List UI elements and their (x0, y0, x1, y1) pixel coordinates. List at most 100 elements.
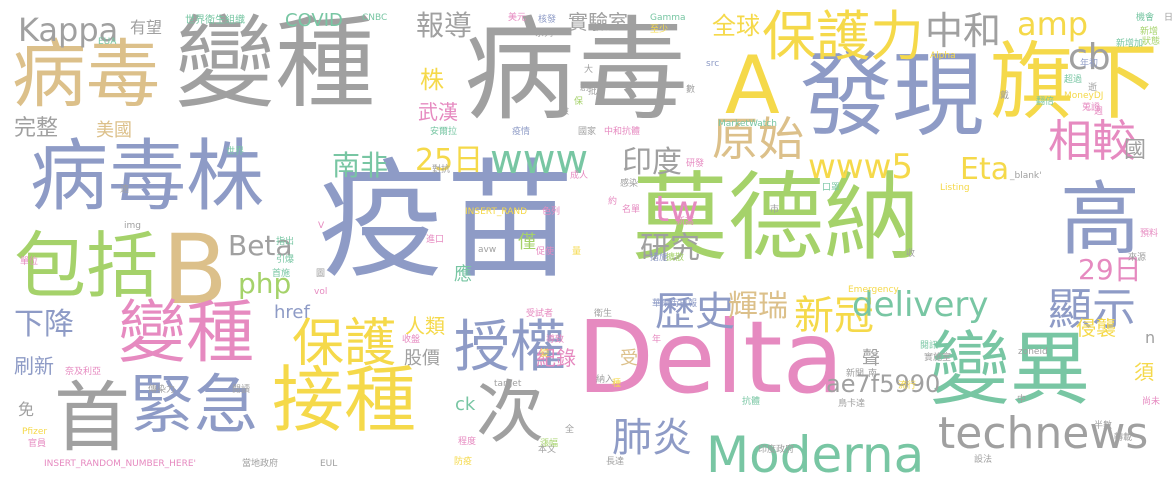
word: 疫苗 (318, 147, 575, 296)
word: A (725, 39, 780, 132)
word: 數 (686, 85, 696, 95)
word: 新冠 (794, 293, 874, 339)
word: 色列 (542, 207, 561, 217)
word: 授權 (454, 315, 566, 380)
word: 名單 (622, 205, 641, 215)
word: 閱訊 (920, 341, 939, 351)
word: 實施室 (924, 353, 952, 363)
word: 成人 (570, 171, 589, 181)
word: 單位 (20, 257, 39, 267)
word: 輝瑞 (728, 289, 788, 324)
word: MoneyDJ (1064, 91, 1104, 101)
word: 高 (1060, 173, 1140, 266)
word: 股價 (404, 348, 440, 369)
word: 印度 (622, 145, 682, 180)
word: 來源 (1128, 253, 1147, 263)
word: 病毒 (12, 32, 160, 118)
word: 年初 (1080, 59, 1099, 69)
word: 收盤 (402, 335, 421, 345)
word: 大 (584, 65, 594, 75)
word: 歷史 (655, 289, 735, 335)
word: 南 (868, 369, 878, 379)
word: 新增 (1140, 27, 1159, 37)
word: 狀態 (1142, 37, 1161, 47)
word: 實驗室 (568, 10, 628, 34)
word: 國家 (578, 127, 597, 137)
word: 武漢 (418, 100, 458, 124)
word: 印度政府 (758, 445, 795, 455)
word: 發現 (800, 42, 985, 149)
word: 國 (1124, 138, 1147, 163)
word: 長達 (606, 457, 625, 467)
word: 當地政府 (242, 459, 279, 469)
word: 旗下 (990, 33, 1159, 131)
word: technews (938, 408, 1149, 459)
word: V (318, 221, 325, 231)
word: 預料 (1140, 229, 1159, 239)
word: 安爾拉 (430, 127, 458, 137)
word: zoneid (1018, 347, 1048, 357)
word: 顯示 (1048, 284, 1136, 335)
word: 創 (580, 83, 590, 93)
word: 紀錄 (536, 346, 576, 370)
word: 保護力 (762, 5, 924, 68)
word: 蒐證 (1082, 103, 1101, 113)
word: 轉載 (1114, 433, 1133, 443)
word: 量 (572, 247, 582, 257)
word: 指出 (276, 237, 295, 247)
word: 研究 (640, 231, 700, 266)
word: www (490, 137, 589, 183)
word: www5 (808, 147, 914, 187)
word: ck (455, 394, 476, 415)
word: target (494, 379, 522, 389)
word: B (162, 214, 228, 326)
word: 新聞 (846, 369, 865, 379)
word: tw (655, 189, 699, 230)
word: 莫德納 (632, 162, 920, 274)
word: 應 (454, 264, 472, 285)
word: EUA (98, 37, 117, 47)
word: 機會 (1136, 13, 1155, 23)
word: 至少 (650, 25, 669, 35)
word: 世界 (226, 147, 245, 157)
word: 擴散 (666, 253, 685, 263)
word: 核發 (538, 15, 557, 25)
word: COVID (285, 10, 343, 31)
word: 南非 (332, 149, 389, 182)
word: 抗體 (742, 397, 761, 407)
word: 超過 (1064, 75, 1083, 85)
word: 世界衛生組織 (185, 15, 245, 26)
word: 種 (612, 379, 622, 389)
word: 保 (574, 97, 584, 107)
word: Moderna (706, 426, 925, 482)
word: 下降 (14, 307, 74, 342)
word: avw (478, 245, 497, 255)
word: 促使 (536, 247, 555, 257)
word: 變種 (118, 294, 255, 373)
word: 須 (1134, 360, 1154, 384)
word: 口罩 (822, 183, 841, 193)
word: CNBC (362, 13, 388, 23)
word: 系列 (535, 29, 554, 39)
word: 檢 (560, 107, 570, 117)
word: 週 (1094, 107, 1104, 117)
word: amp (1017, 5, 1089, 43)
word: Delta (577, 299, 844, 416)
word: 傳染力 (148, 385, 176, 395)
word: img (124, 221, 141, 231)
word: 中和 (925, 9, 1002, 53)
word: 有望 (130, 18, 163, 37)
word: 僅 (518, 232, 536, 253)
word: Emergency (848, 285, 899, 295)
word: 翻倍 (1036, 97, 1055, 107)
word: INSERT_RANDOM_NUMBER_HERE' (44, 459, 197, 469)
word: 閱讀 (232, 385, 251, 395)
word: vol (314, 287, 328, 297)
word: 納入 (596, 375, 615, 385)
word: 漲幅 (540, 439, 559, 449)
word: 免 (18, 400, 35, 419)
word: 變種 (175, 5, 375, 122)
word: 報導 (416, 9, 473, 42)
word: 設法 (974, 455, 993, 465)
word: 保護 (292, 314, 397, 374)
